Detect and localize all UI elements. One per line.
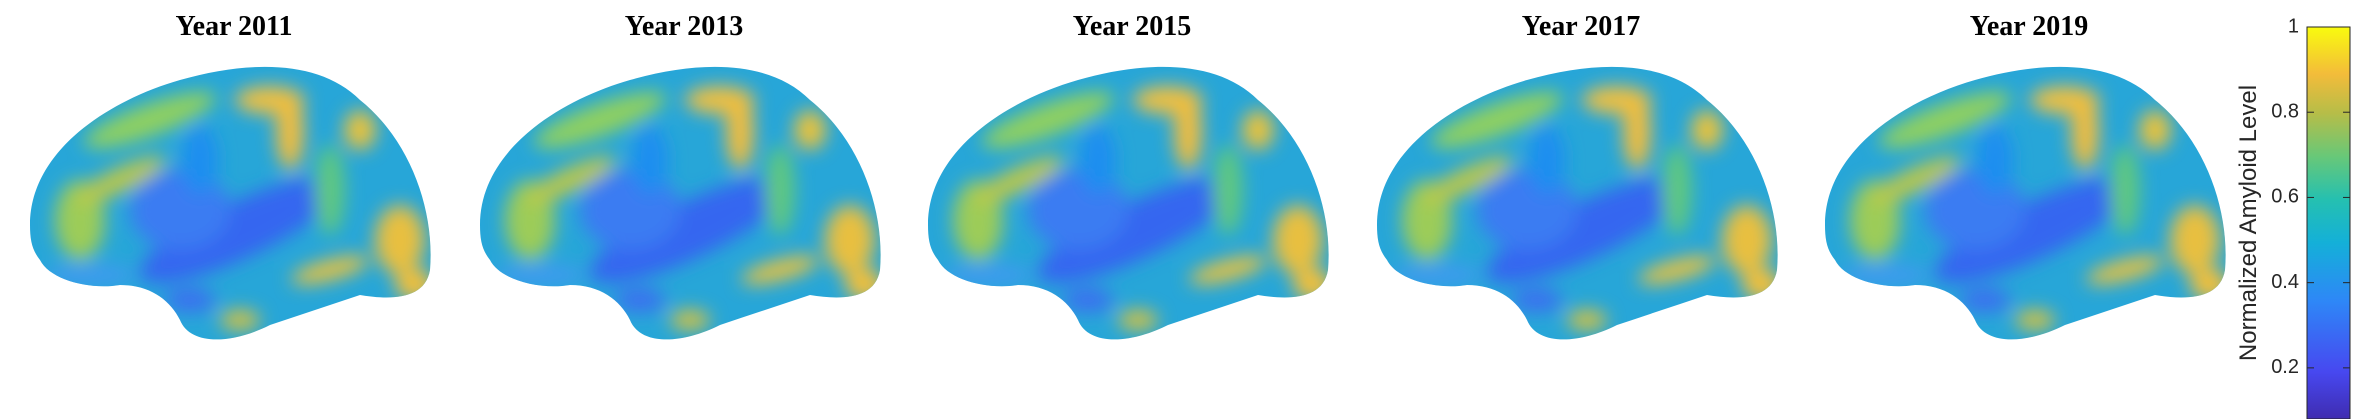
brain-surface [918, 50, 1348, 360]
brain-surface [1815, 50, 2245, 360]
brain-surface [470, 50, 900, 360]
colorbar-tick-label: 0.4 [2271, 271, 2299, 293]
panel-title: Year 2011 [176, 11, 293, 42]
panel-title: Year 2015 [1073, 11, 1191, 42]
colorbar-tick-label: 0.6 [2271, 186, 2299, 208]
brain-surface [1367, 50, 1797, 360]
brain-surface [20, 50, 450, 360]
colorbar [2306, 26, 2351, 419]
panel-title: Year 2019 [1970, 11, 2088, 42]
panels: Year 2011 Year 2013 Year 2015 Year 2017 Year… [20, 11, 2245, 360]
colorbar-tick-label: 1 [2288, 15, 2299, 37]
colorbar-label: Normalized Amyloid Level [2235, 85, 2262, 361]
colorbar-tick-label: 0.2 [2271, 356, 2299, 378]
colorbar-tick-label: 0.8 [2271, 100, 2299, 122]
panel-title: Year 2013 [625, 11, 743, 42]
panel-title: Year 2017 [1522, 11, 1640, 42]
